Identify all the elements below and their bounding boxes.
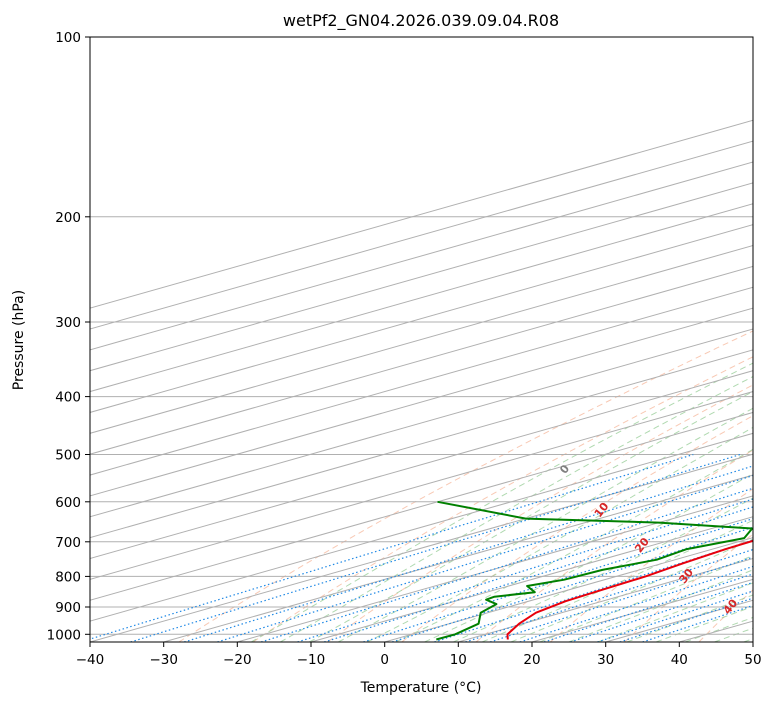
isotherm-line	[163, 474, 753, 642]
isotherm-line	[90, 286, 753, 476]
moist-adiabat-label: 20	[632, 535, 652, 555]
mixing-ratio-line	[642, 604, 753, 642]
mixing-ratio-line	[297, 498, 753, 642]
x-tick-label: −30	[149, 652, 178, 668]
moist-adiabat-line	[539, 554, 753, 642]
dry-adiabat-line	[624, 533, 753, 642]
y-tick-label: 500	[55, 448, 81, 464]
isotherm-line	[90, 224, 753, 413]
moist-adiabat-line	[366, 426, 753, 642]
moist-adiabat-line	[714, 627, 753, 642]
dry-adiabat-line	[475, 449, 753, 642]
y-tick-label: 800	[55, 569, 81, 585]
isotherm-line	[90, 244, 753, 434]
x-axis-ticks: −40 −30 −20 −10 0 10 20 30 40 50	[76, 642, 762, 668]
dewpoint-profile	[436, 500, 753, 641]
isotherm-line	[310, 516, 753, 642]
isotherm-line	[90, 203, 753, 393]
x-tick-label: 40	[671, 652, 688, 668]
mixing-ratio-line	[90, 453, 694, 640]
x-tick-label: 10	[450, 652, 467, 668]
y-tick-label: 200	[55, 210, 81, 226]
moist-adiabat-line	[309, 390, 753, 642]
y-tick-label: 600	[55, 495, 81, 511]
x-tick-label: −10	[297, 652, 326, 668]
plot-frame	[89, 36, 754, 643]
moist-adiabat-line	[250, 362, 753, 642]
isotherm-line	[90, 307, 753, 497]
isotherm-line	[90, 370, 753, 560]
y-tick-label: 100	[55, 30, 81, 46]
isotherm-line	[90, 182, 753, 372]
line-labels: 0.10.20.40.611.52346810131620253036-100-…	[557, 462, 741, 617]
moist-adiabat-line	[568, 569, 753, 642]
mixing-ratio-line	[434, 539, 753, 642]
mixing-ratio-line	[130, 453, 741, 642]
x-axis-label: Temperature (°C)	[360, 680, 482, 696]
profiles	[436, 500, 753, 641]
isotherm-line	[90, 265, 753, 455]
y-axis-ticks: 100 200 300 400 500 600 700 800 900 1000	[47, 30, 90, 643]
moist-adiabat-line	[510, 538, 753, 642]
y-tick-label: 1000	[47, 627, 81, 643]
y-tick-label: 900	[55, 600, 81, 616]
chart-title: wetPf2_GN04.2026.039.09.04.R08	[283, 11, 559, 31]
moist-adiabat-label: 10	[592, 500, 612, 520]
isotherm-line	[752, 641, 753, 642]
x-tick-label: 0	[380, 652, 389, 668]
moist-adiabat-line	[424, 473, 753, 642]
moist-adiabat-line	[597, 582, 753, 642]
isotherm-line	[90, 119, 753, 309]
moist-adiabat-line	[338, 407, 753, 642]
dry-adiabat-line	[252, 356, 753, 642]
dry-adiabat-line	[178, 330, 753, 642]
moist-adiabat-line	[453, 497, 753, 642]
moist-adiabat-label: 40	[721, 596, 741, 616]
x-tick-label: 50	[744, 652, 761, 668]
y-tick-label: 400	[55, 390, 81, 406]
isotherm-line	[90, 328, 753, 518]
x-tick-label: −20	[223, 652, 252, 668]
dry-adiabat-line	[698, 589, 753, 642]
mixing-ratio-line	[465, 548, 753, 642]
moist-adiabat-line	[395, 448, 753, 642]
dry-adiabat-line	[401, 415, 753, 642]
isotherm-line	[90, 161, 753, 351]
x-tick-label: −40	[76, 652, 105, 668]
temperature-profile	[506, 539, 753, 640]
mixing-ratio-line	[363, 518, 753, 642]
y-tick-label: 300	[55, 315, 81, 331]
dry-adiabat-line	[327, 384, 753, 642]
x-tick-label: 20	[523, 652, 540, 668]
isotherm-line	[90, 453, 753, 642]
moist-adiabat-line	[481, 519, 753, 642]
y-axis-label: Pressure (hPa)	[11, 290, 27, 390]
mixing-ratio-line	[324, 506, 753, 642]
background-lines	[90, 37, 753, 642]
moist-adiabat-line	[280, 375, 753, 642]
isotherm-line	[384, 537, 753, 642]
isotherm-line	[90, 411, 753, 601]
isotherm-line	[237, 495, 753, 642]
dry-adiabat-line	[549, 488, 753, 642]
isotherm-line	[90, 432, 753, 622]
x-tick-label: 30	[597, 652, 614, 668]
y-tick-label: 700	[55, 535, 81, 551]
moist-adiabat-line	[743, 638, 753, 642]
moist-adiabat-label: 30	[676, 566, 696, 586]
isotherm-line	[90, 391, 753, 580]
mixing-ratio-line	[392, 526, 753, 642]
mixing-ratio-line	[217, 474, 753, 642]
mixing-ratio-line	[184, 465, 753, 642]
